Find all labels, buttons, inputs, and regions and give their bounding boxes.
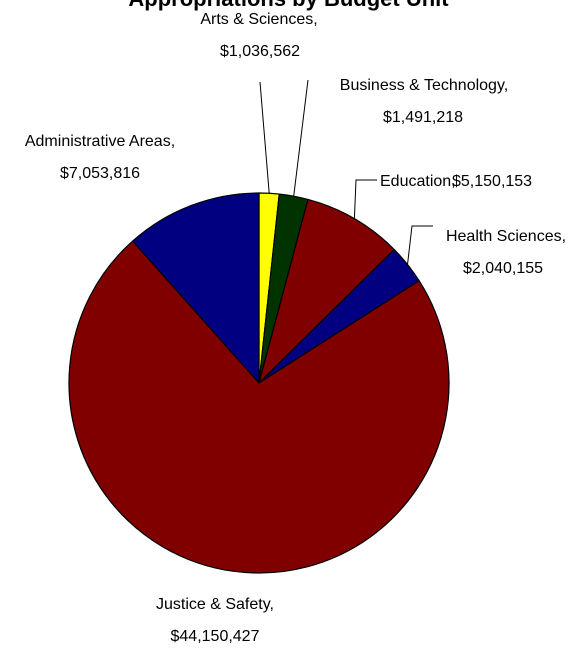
slice-justice-safety	[68, 240, 450, 574]
label-justice-safety: Justice & Safety, $44,150,427	[156, 596, 274, 645]
label-business-technology-name: Business & Technology,	[340, 77, 508, 94]
leader-lines	[259, 79, 433, 265]
label-administrative-areas-name: Administrative Areas,	[25, 133, 175, 150]
slice-education	[258, 198, 395, 384]
label-business-technology: Business & Technology, $1,491,218	[340, 77, 508, 126]
leader-line	[407, 225, 433, 265]
label-education: Education, $5,150,153	[380, 173, 532, 190]
label-administrative-areas-value: $7,053,816	[60, 165, 140, 182]
label-administrative-areas: Administrative Areas, $7,053,816	[25, 133, 175, 182]
label-arts-sciences: Arts & Sciences, $1,036,562	[200, 11, 317, 60]
leader-line	[353, 179, 377, 219]
leader-line	[259, 81, 270, 194]
pie-slices	[68, 192, 450, 574]
label-justice-safety-value: $44,150,427	[171, 628, 260, 645]
label-education-name: Education,	[380, 173, 456, 190]
label-health-sciences-value: $2,040,155	[463, 260, 543, 277]
chart-title: Appropriations by Budget Unit	[0, 0, 577, 12]
label-education-value: $5,150,153	[452, 173, 532, 190]
slice-administrative-areas	[132, 192, 260, 384]
label-arts-sciences-name: Arts & Sciences,	[200, 11, 317, 28]
leader-line	[293, 79, 309, 197]
label-health-sciences: Health Sciences, $2,040,155	[446, 228, 566, 277]
label-business-technology-value: $1,491,218	[383, 109, 463, 126]
label-arts-sciences-value: $1,036,562	[220, 43, 300, 60]
label-health-sciences-name: Health Sciences,	[446, 228, 566, 245]
label-justice-safety-name: Justice & Safety,	[156, 596, 274, 613]
